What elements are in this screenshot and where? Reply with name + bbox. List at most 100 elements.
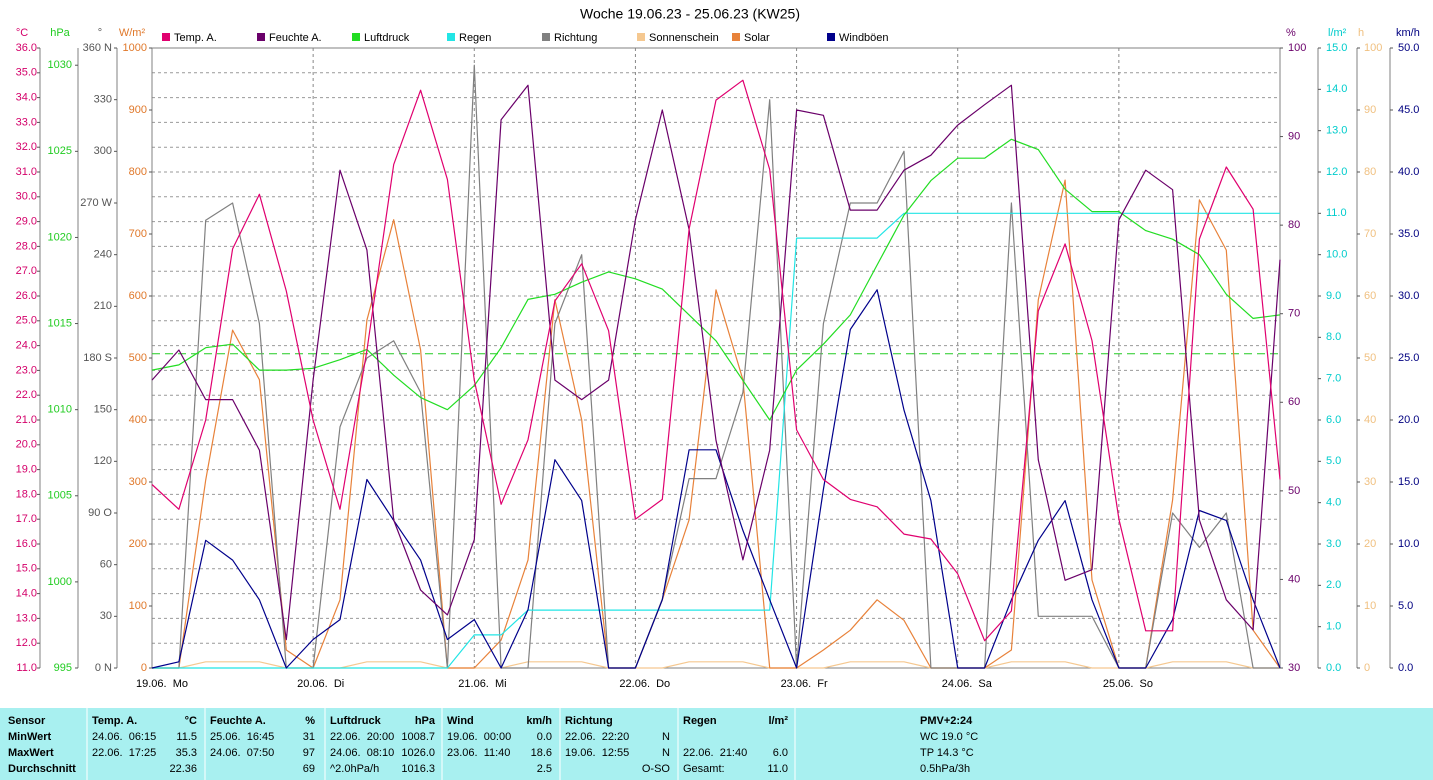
y-tick-label: 80 [1288,219,1300,231]
y-tick-label: 15.0 [16,563,37,575]
y-tick-label: 12.0 [1326,166,1347,178]
y-tick-label: 17.0 [16,513,37,525]
y-tick-label: 60 [100,559,112,571]
y-tick-label: 5.0 [1326,455,1341,467]
y-tick-label: 3.0 [1326,538,1341,550]
series-line [152,212,1280,669]
stat-time: 23.06. 11:40 [447,747,510,759]
legend-label: Feuchte A. [269,32,322,44]
y-tick-label: 34.0 [16,92,37,104]
y-tick-label: 10.0 [1326,249,1347,261]
stats-background [0,708,1433,780]
legend-label: Regen [459,32,491,44]
y-tick-label: 33.0 [16,116,37,128]
y-tick-label: 2.0 [1326,579,1341,591]
y-tick-label: 40.0 [1398,166,1419,178]
y-tick-label: 4.0 [1326,497,1341,509]
stat-value: 18.6 [531,747,552,759]
x-tick-label: 22.06. Do [619,678,670,690]
y-tick-label: 330 [94,94,112,106]
legend-swatch [732,33,740,41]
y-tick-label: 10 [1364,600,1376,612]
y-tick-label: 300 [94,145,112,157]
column-unit: l/m² [768,715,788,727]
y-tick-label: 40 [1364,414,1376,426]
y-tick-label: 16.0 [16,538,37,550]
y-tick-label: 0.0 [1326,662,1341,674]
stat-time: 25.06. 16:45 [210,731,274,743]
stat-time: 22.06. 22:20 [565,731,629,743]
y-tick-label: 20.0 [16,439,37,451]
y-tick-label: 23.0 [16,364,37,376]
y-tick-label: 13.0 [16,612,37,624]
stat-time: 22.06. 21:40 [683,747,747,759]
y-tick-label: 31.0 [16,166,37,178]
y-tick-label: 100 [1364,42,1382,54]
y-tick-label: 30.0 [16,191,37,203]
y-tick-label: 900 [129,104,147,116]
stat-time: 19.06. 00:00 [447,731,511,743]
series-line [152,64,1280,669]
stat-value: 22.36 [169,763,197,775]
y-tick-label: 40 [1288,573,1300,585]
x-tick-label: 21.06. Mi [458,678,506,690]
stat-value: N [662,731,670,743]
y-tick-label: 995 [54,662,72,674]
x-tick-label: 20.06. Di [297,678,344,690]
column-header: Wind [447,715,474,727]
pmv-text: PMV+2:24 [920,715,973,727]
y-tick-label: 60 [1288,396,1300,408]
stat-value: 2.5 [537,763,552,775]
y-tick-label: 80 [1364,166,1376,178]
stat-value: O-SO [642,763,671,775]
axis-unit: W/m² [119,27,146,39]
legend-swatch [637,33,645,41]
y-tick-label: 11.0 [1326,207,1347,219]
y-tick-label: 0.0 [1398,662,1413,674]
column-unit: °C [185,715,197,727]
column-unit: hPa [415,715,436,727]
y-tick-label: 19.0 [16,464,37,476]
stat-time: 22.06. 20:00 [330,731,394,743]
legend-swatch [257,33,265,41]
y-tick-label: 50 [1288,485,1300,497]
y-tick-label: 45.0 [1398,104,1419,116]
stat-time: 24.06. 08:10 [330,747,394,759]
stat-value: N [662,747,670,759]
column-header: Feuchte A. [210,715,266,727]
axis-unit: l/m² [1328,27,1347,39]
legend-swatch [542,33,550,41]
stat-value: 6.0 [773,747,788,759]
y-tick-label: 5.0 [1398,600,1413,612]
y-tick-label: 29.0 [16,216,37,228]
stat-time: 24.06. 06:15 [92,731,156,743]
y-tick-label: 30.0 [1398,290,1419,302]
axis-unit: °C [16,27,28,39]
y-tick-label: 70 [1288,308,1300,320]
y-tick-label: 20.0 [1398,414,1419,426]
y-tick-label: 60 [1364,290,1376,302]
y-tick-label: 30 [1364,476,1376,488]
y-tick-label: 32.0 [16,141,37,153]
column-header: Richtung [565,715,613,727]
y-tick-label: 18.0 [16,488,37,500]
legend-label: Luftdruck [364,32,410,44]
stat-value: 1026.0 [401,747,435,759]
pmv-text: 0.5hPa/3h [920,763,970,775]
y-tick-label: 210 [94,300,112,312]
y-tick-label: 15.0 [1326,42,1347,54]
y-tick-label: 20 [1364,538,1376,550]
legend-label: Solar [744,32,770,44]
column-header: Luftdruck [330,715,382,727]
y-tick-label: 25.0 [1398,352,1419,364]
series-line [151,79,1281,642]
row-label: Durchschnitt [8,763,76,775]
y-tick-label: 1010 [48,404,72,416]
column-unit: km/h [526,715,552,727]
y-tick-label: 21.0 [16,414,37,426]
y-tick-label: 1.0 [1326,621,1341,633]
y-tick-label: 11.0 [16,662,37,674]
axis-unit: km/h [1396,27,1420,39]
pmv-text: TP 14.3 °C [920,747,974,759]
